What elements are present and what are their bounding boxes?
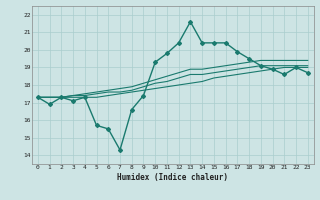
X-axis label: Humidex (Indice chaleur): Humidex (Indice chaleur)	[117, 173, 228, 182]
